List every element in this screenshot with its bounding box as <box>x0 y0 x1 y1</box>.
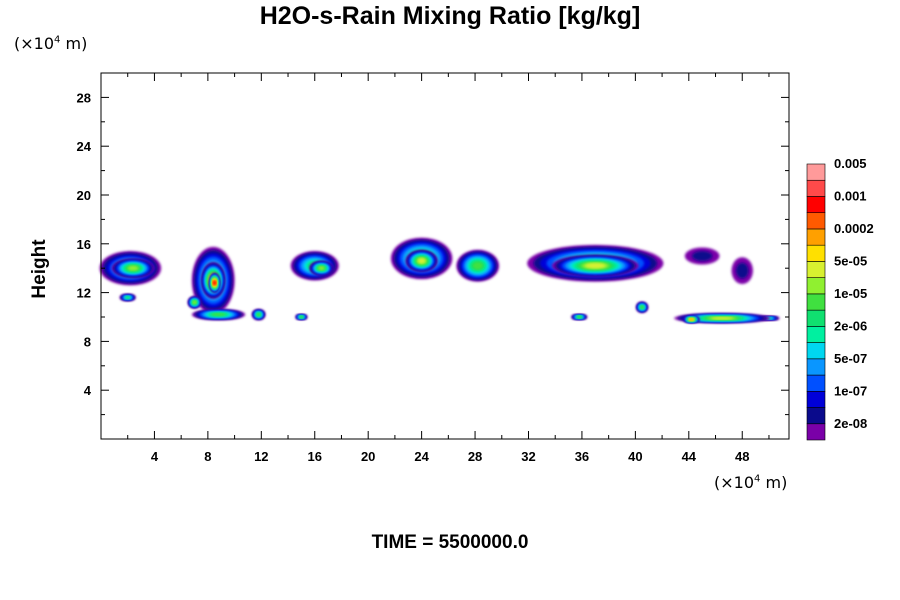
colorbar: 2e-08 1e-07 5e-07 2e-06 1e-05 5e-05 0.0002 0.00… <box>806 156 874 441</box>
colorbar-label: 1e-05 <box>834 286 867 301</box>
rain-cell-contour <box>577 315 582 319</box>
y-unit-label: (×104 m) <box>14 34 88 53</box>
x-tick-label: 44 <box>682 449 697 464</box>
colorbar-label: 5e-05 <box>834 253 867 268</box>
x-tick-label: 40 <box>628 449 642 464</box>
y-tick-label: 24 <box>77 139 92 154</box>
rain-cell-contour <box>212 313 226 316</box>
colorbar-swatch <box>806 261 826 278</box>
colorbar-swatch <box>806 293 826 311</box>
y-tick-label: 16 <box>77 237 91 252</box>
colorbar-swatch <box>806 244 826 262</box>
colorbar-swatch <box>806 179 826 197</box>
colorbar-swatch <box>806 358 826 376</box>
x-tick-label: 36 <box>575 449 589 464</box>
colorbar-swatch <box>806 163 826 181</box>
y-tick-label: 20 <box>77 188 91 203</box>
colorbar-label: 5e-07 <box>834 351 867 366</box>
colorbar-swatch <box>806 212 826 230</box>
colorbar-swatch <box>806 196 826 214</box>
rain-cell-contour <box>689 318 694 321</box>
colorbar-swatch <box>806 277 826 295</box>
colorbar-label: 1e-07 <box>834 383 867 398</box>
chart-title: H2O-s-Rain Mixing Ratio [kg/kg] <box>259 2 641 30</box>
x-tick-label: 24 <box>414 449 429 464</box>
rain-cell-contour <box>711 317 734 320</box>
colorbar-swatch <box>806 423 826 441</box>
colorbar-swatch <box>806 228 826 246</box>
plot-frame <box>100 72 790 440</box>
y-tick-label: 4 <box>84 383 92 398</box>
rain-cell-contour <box>318 266 325 270</box>
colorbar-swatch <box>806 326 826 343</box>
rain-cell-contour <box>417 258 426 264</box>
rain-cell-contour <box>299 315 303 319</box>
y-tick-label: 28 <box>77 90 91 105</box>
colorbar-label: 0.0002 <box>834 221 874 236</box>
y-tick-label: 8 <box>84 334 91 349</box>
x-tick-label: 16 <box>308 449 322 464</box>
rain-cell-contour <box>128 265 139 271</box>
colorbar-swatch <box>806 407 826 425</box>
rain-cell-contour <box>192 300 197 304</box>
colorbar-label: 0.005 <box>834 156 867 171</box>
rain-cell-contour <box>736 262 749 279</box>
x-tick-label: 12 <box>254 449 268 464</box>
colorbar-swatch <box>806 390 826 408</box>
x-tick-label: 32 <box>521 449 535 464</box>
x-tick-label: 8 <box>204 449 211 464</box>
colorbar-swatch <box>806 309 826 327</box>
rain-cell-contour <box>585 263 606 269</box>
colorbar-label: 2e-06 <box>834 318 867 333</box>
x-tick-label: 28 <box>468 449 482 464</box>
colorbar-label: 0.001 <box>834 188 867 203</box>
x-tick-label: 4 <box>151 449 159 464</box>
x-tick-label: 20 <box>361 449 375 464</box>
rain-cell-contour <box>125 296 130 299</box>
x-unit-label: (×104 m) <box>714 473 788 492</box>
rain-cell-contour <box>472 261 483 270</box>
rain-cell-contour <box>692 251 713 261</box>
colorbar-swatch <box>806 374 826 392</box>
rain-cell-contour <box>213 280 217 285</box>
rain-cell-contour <box>257 313 261 316</box>
time-label: TIME = 5500000.0 <box>371 532 529 553</box>
colorbar-swatch <box>806 342 826 360</box>
x-tick-label: 48 <box>735 449 749 464</box>
colorbar-label: 2e-08 <box>834 416 867 431</box>
rain-cell-contour <box>640 305 644 309</box>
y-tick-label: 12 <box>77 286 91 301</box>
